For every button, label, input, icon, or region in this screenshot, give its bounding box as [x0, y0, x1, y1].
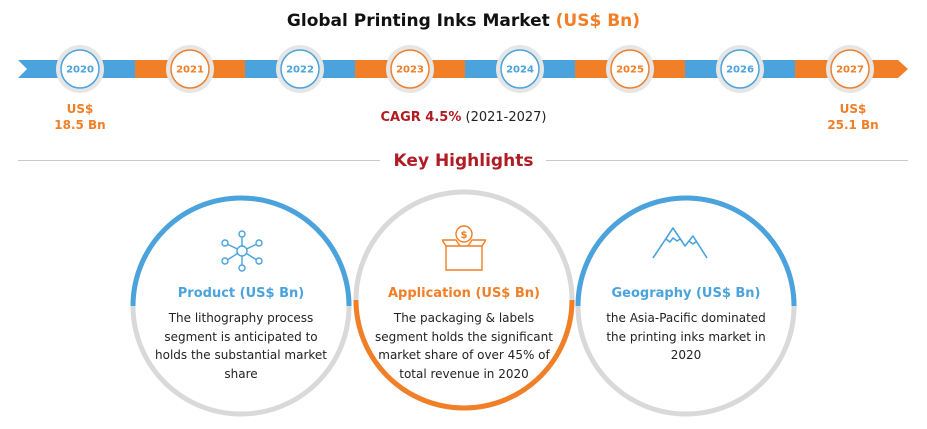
year-label: 2027	[836, 65, 864, 76]
product-body: The lithography process segment is antic…	[155, 311, 327, 381]
title-text: Global Printing Inks Market	[286, 11, 550, 31]
title-unit: (US$ Bn)	[555, 11, 641, 31]
year-marker-circle	[280, 49, 320, 89]
cagr: CAGR 4.5% (2021-2027)	[0, 110, 927, 125]
dollar-box-icon: $	[442, 225, 486, 271]
timeline: 2020 2021 2022 2023 2024 2025 2026 2027	[18, 45, 908, 93]
svg-text:$: $	[461, 230, 468, 241]
year-marker-circle	[830, 49, 870, 89]
year-marker: 2023	[386, 45, 434, 93]
year-marker-circle	[610, 49, 650, 89]
year-marker: 2021	[166, 45, 214, 93]
geography-title: Geography (US$ Bn)	[611, 286, 761, 301]
year-marker: 2026	[716, 45, 764, 93]
year-marker-circle	[500, 49, 540, 89]
year-marker: 2022	[276, 45, 324, 93]
year-marker: 2020	[56, 45, 104, 93]
end-value-amount: 25.1 Bn	[827, 118, 879, 132]
year-label: 2023	[396, 65, 424, 76]
timeline-year-markers: 2020 2021 2022 2023 2024 2025 2026 2027	[56, 45, 874, 93]
ring-application-accent	[353, 299, 575, 411]
key-highlights-heading: Key Highlights	[393, 151, 534, 171]
chart-title: Global Printing Inks Market (US$ Bn)	[0, 11, 927, 31]
application-body: The packaging & labels segment holds the…	[375, 311, 553, 381]
product-title: Product (US$ Bn)	[177, 286, 305, 301]
year-label: 2025	[616, 65, 644, 76]
year-label: 2021	[176, 65, 204, 76]
timeline-arrow-head	[898, 60, 908, 78]
network-icon	[221, 230, 263, 272]
ring-product-accent	[130, 195, 352, 307]
year-label: 2026	[726, 65, 754, 76]
cagr-period: (2021-2027)	[465, 110, 547, 125]
year-marker: 2027	[826, 45, 874, 93]
year-marker: 2024	[496, 45, 544, 93]
application-title: Application (US$ Bn)	[388, 286, 540, 301]
year-marker-circle	[390, 49, 430, 89]
year-marker: 2025	[606, 45, 654, 93]
year-marker-circle	[720, 49, 760, 89]
start-value-amount: 18.5 Bn	[54, 118, 106, 132]
year-label: 2024	[506, 65, 534, 76]
year-marker-circle	[170, 49, 210, 89]
year-marker-circle	[60, 49, 100, 89]
year-label: 2020	[66, 65, 94, 76]
cagr-label: CAGR 4.5%	[380, 110, 462, 125]
start-value: US$ 18.5 Bn	[30, 101, 130, 133]
end-value: US$ 25.1 Bn	[803, 101, 903, 133]
start-value-currency: US$	[66, 102, 94, 116]
mountain-icon	[652, 227, 708, 259]
timeline-tail-notch	[18, 60, 27, 78]
geography-body: the Asia-Pacific dominated the printing …	[606, 311, 766, 362]
end-value-currency: US$	[839, 102, 867, 116]
year-label: 2022	[286, 65, 314, 76]
ring-geography-accent	[575, 195, 797, 307]
divider-left	[18, 160, 380, 161]
divider-right	[546, 160, 908, 161]
